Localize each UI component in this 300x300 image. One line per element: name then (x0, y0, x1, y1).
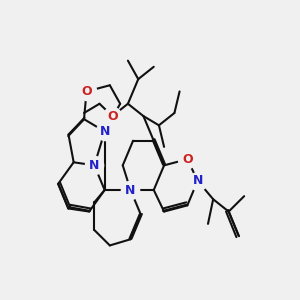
Text: N: N (100, 125, 110, 138)
Text: O: O (182, 153, 193, 166)
Point (195, 178, 200, 183)
Point (84, 89, 89, 94)
Text: O: O (81, 85, 92, 98)
Point (110, 114, 115, 118)
Point (92, 163, 97, 168)
Text: O: O (107, 110, 118, 123)
Text: N: N (125, 184, 136, 196)
Text: N: N (89, 159, 100, 172)
Point (128, 188, 133, 192)
Text: N: N (193, 174, 203, 187)
Point (185, 157, 190, 162)
Point (102, 129, 107, 134)
